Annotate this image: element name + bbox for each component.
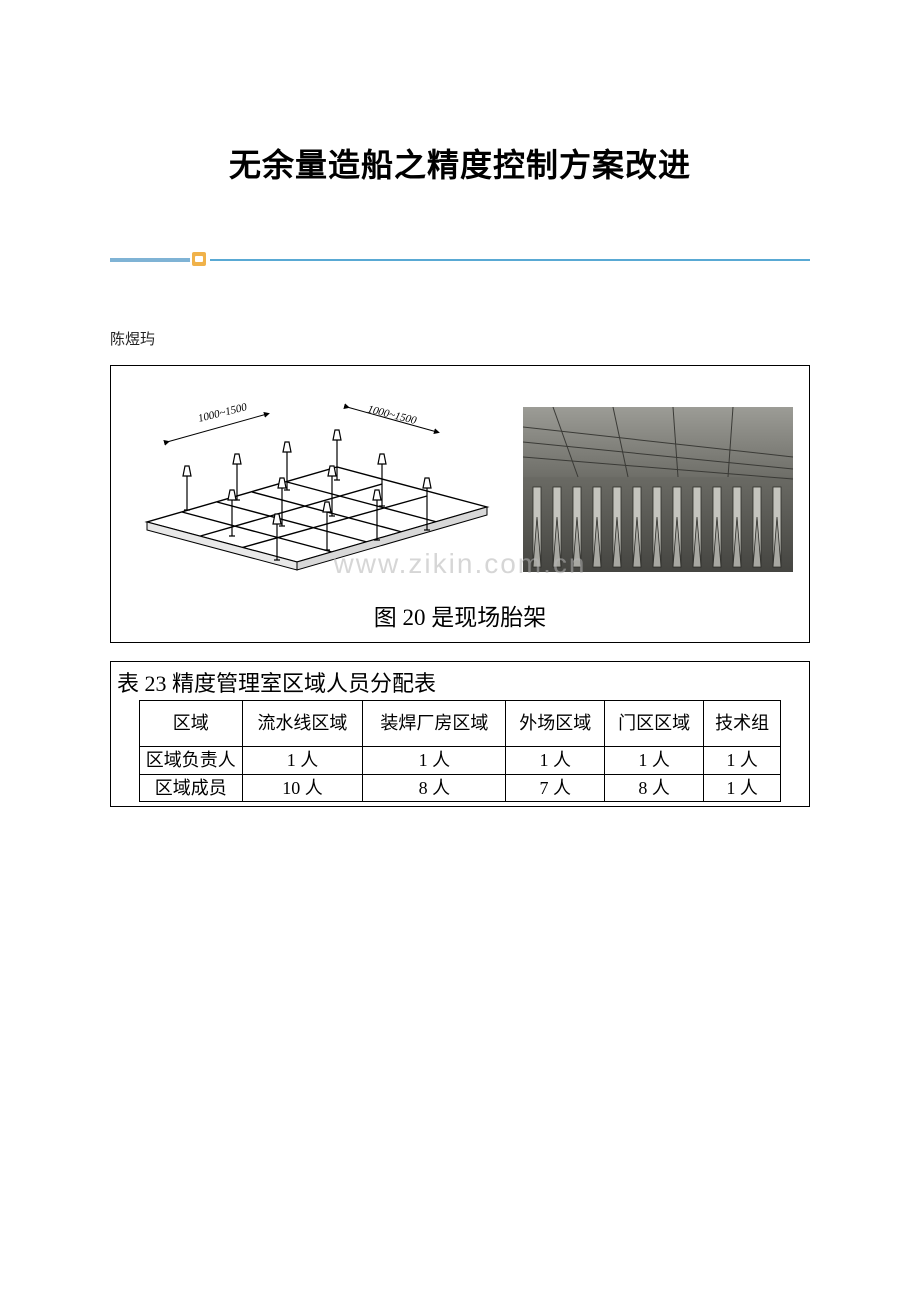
table-row: 区域成员 10 人 8 人 7 人 8 人 1 人 [139, 774, 780, 802]
col-header-0: 区域 [139, 701, 242, 747]
table-row: 区域负责人 1 人 1 人 1 人 1 人 1 人 [139, 747, 780, 775]
cell: 7 人 [506, 774, 605, 802]
divider-bar-left [110, 258, 190, 262]
cell: 1 人 [363, 747, 506, 775]
table-caption: 表 23 精度管理室区域人员分配表 [111, 662, 809, 700]
divider-icon [192, 252, 206, 266]
cell: 10 人 [242, 774, 363, 802]
author-name: 陈煜玙 [110, 328, 810, 349]
col-header-2: 装焊厂房区域 [363, 701, 506, 747]
table-container: 表 23 精度管理室区域人员分配表 区域 流水线区域 装焊厂房区域 外场区域 门… [110, 661, 810, 807]
cell: 1 人 [704, 747, 781, 775]
row-label: 区域负责人 [139, 747, 242, 775]
cell: 1 人 [506, 747, 605, 775]
divider-bar-right [210, 259, 810, 261]
cell: 1 人 [704, 774, 781, 802]
cell: 8 人 [363, 774, 506, 802]
jig-frame-diagram: 1000~1500 1000~1500 [127, 372, 517, 572]
personnel-table: 区域 流水线区域 装焊厂房区域 外场区域 门区区域 技术组 区域负责人 1 人 … [139, 700, 781, 802]
cell: 1 人 [605, 747, 704, 775]
cell: 8 人 [605, 774, 704, 802]
row-label: 区域成员 [139, 774, 242, 802]
col-header-4: 门区区域 [605, 701, 704, 747]
document-title: 无余量造船之精度控制方案改进 [110, 140, 810, 186]
jig-frame-photo [523, 407, 793, 572]
cell: 1 人 [242, 747, 363, 775]
section-divider [110, 256, 810, 266]
col-header-5: 技术组 [704, 701, 781, 747]
figure-container: 1000~1500 1000~1500 [110, 365, 810, 643]
col-header-3: 外场区域 [506, 701, 605, 747]
figure-caption: 图 20 是现场胎架 [117, 598, 803, 632]
col-header-1: 流水线区域 [242, 701, 363, 747]
